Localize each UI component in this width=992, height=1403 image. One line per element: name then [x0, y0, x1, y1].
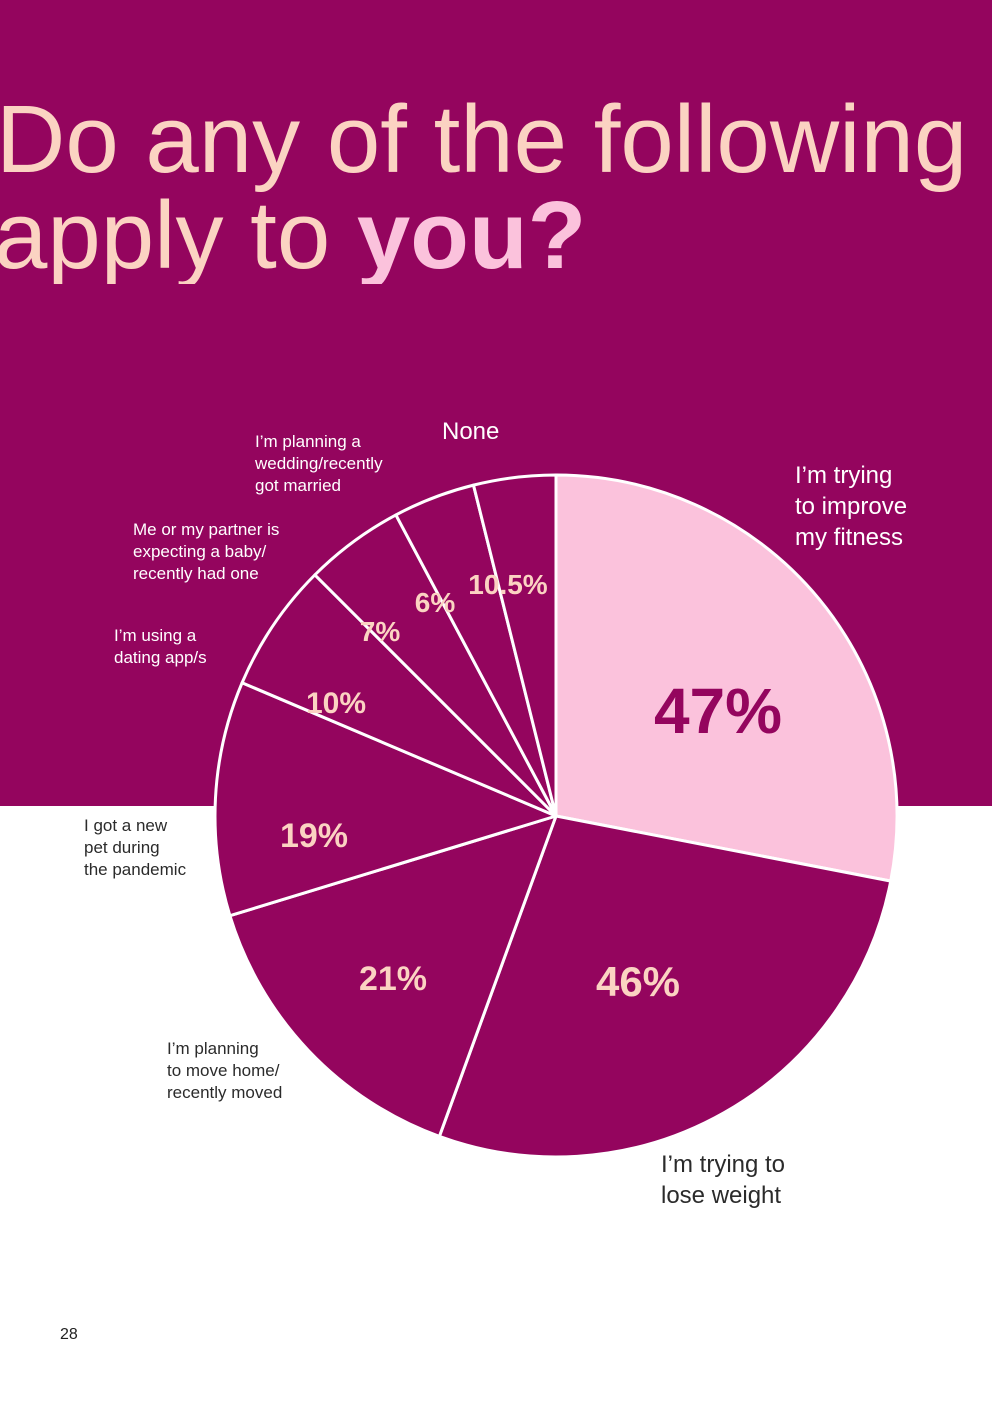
- slice-label-baby: Me or my partner is expecting a baby/ re…: [133, 520, 280, 583]
- title-line-2-prefix: apply to: [0, 182, 357, 284]
- slice-none: [472, 473, 558, 818]
- slice-label-move-home: I’m planning to move home/ recently move…: [167, 1039, 283, 1102]
- slice-label-fitness: I’m trying to improve my fitness: [795, 462, 908, 551]
- page-title: Do any of the following apply to you?: [0, 92, 992, 284]
- value-label-dating-app: 10%: [306, 687, 366, 720]
- value-label-lose-weight: 46%: [596, 958, 680, 1005]
- slice-fitness: [554, 473, 899, 883]
- slice-label-new-pet: I got a new pet during the pandemic: [84, 816, 187, 879]
- value-label-fitness: 47%: [654, 675, 782, 747]
- slice-label-wedding: I’m planning a wedding/recently got marr…: [255, 432, 383, 495]
- slice-label-lose-weight: I’m trying to lose weight: [661, 1151, 786, 1209]
- page-number: 28: [60, 1326, 78, 1343]
- value-label-baby: 7%: [360, 616, 401, 647]
- title-line-1: Do any of the following: [0, 92, 968, 193]
- slice-new-pet: [213, 681, 558, 918]
- slice-label-dating-app: I’m using a dating app/s: [114, 626, 207, 667]
- slice-lose-weight: [437, 814, 893, 1159]
- title-emphasis: you?: [356, 182, 587, 284]
- value-label-move-home: 21%: [359, 960, 427, 998]
- value-label-none: 10.5%: [468, 569, 547, 600]
- value-label-new-pet: 19%: [280, 817, 348, 855]
- slice-label-none: None: [442, 418, 500, 445]
- title-line-2: apply to you?: [0, 188, 992, 284]
- value-label-wedding: 6%: [415, 587, 456, 618]
- slice-dating-app: [240, 573, 558, 818]
- slice-move-home: [228, 814, 558, 1138]
